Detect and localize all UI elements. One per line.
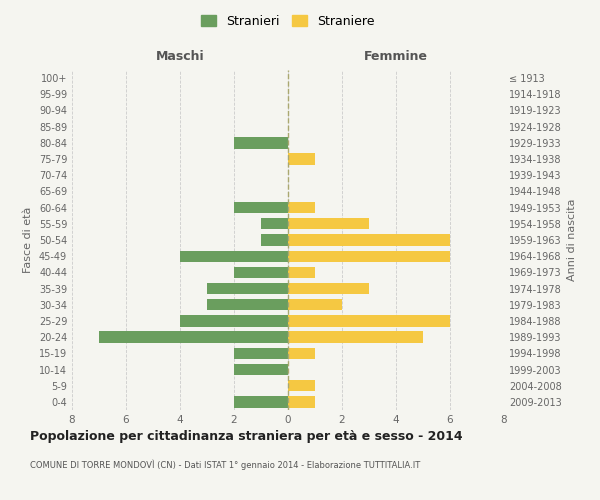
- Bar: [234, 364, 288, 375]
- Bar: [99, 332, 288, 343]
- Bar: [288, 234, 450, 246]
- Text: COMUNE DI TORRE MONDOVÌ (CN) - Dati ISTAT 1° gennaio 2014 - Elaborazione TUTTITA: COMUNE DI TORRE MONDOVÌ (CN) - Dati ISTA…: [30, 460, 420, 470]
- Text: Popolazione per cittadinanza straniera per età e sesso - 2014: Popolazione per cittadinanza straniera p…: [30, 430, 463, 443]
- Bar: [207, 283, 288, 294]
- Bar: [288, 396, 315, 407]
- Bar: [288, 299, 342, 310]
- Y-axis label: Anni di nascita: Anni di nascita: [567, 198, 577, 281]
- Text: Femmine: Femmine: [364, 50, 428, 62]
- Bar: [234, 396, 288, 407]
- Bar: [261, 234, 288, 246]
- Bar: [180, 250, 288, 262]
- Bar: [288, 332, 423, 343]
- Bar: [288, 202, 315, 213]
- Bar: [288, 283, 369, 294]
- Bar: [180, 316, 288, 326]
- Bar: [288, 250, 450, 262]
- Bar: [288, 380, 315, 392]
- Text: Maschi: Maschi: [155, 50, 205, 62]
- Bar: [288, 218, 369, 230]
- Bar: [288, 348, 315, 359]
- Y-axis label: Fasce di età: Fasce di età: [23, 207, 33, 273]
- Bar: [288, 266, 315, 278]
- Bar: [234, 137, 288, 148]
- Bar: [234, 202, 288, 213]
- Bar: [207, 299, 288, 310]
- Bar: [234, 266, 288, 278]
- Legend: Stranieri, Straniere: Stranieri, Straniere: [197, 11, 379, 32]
- Bar: [288, 154, 315, 164]
- Bar: [261, 218, 288, 230]
- Bar: [288, 316, 450, 326]
- Bar: [234, 348, 288, 359]
